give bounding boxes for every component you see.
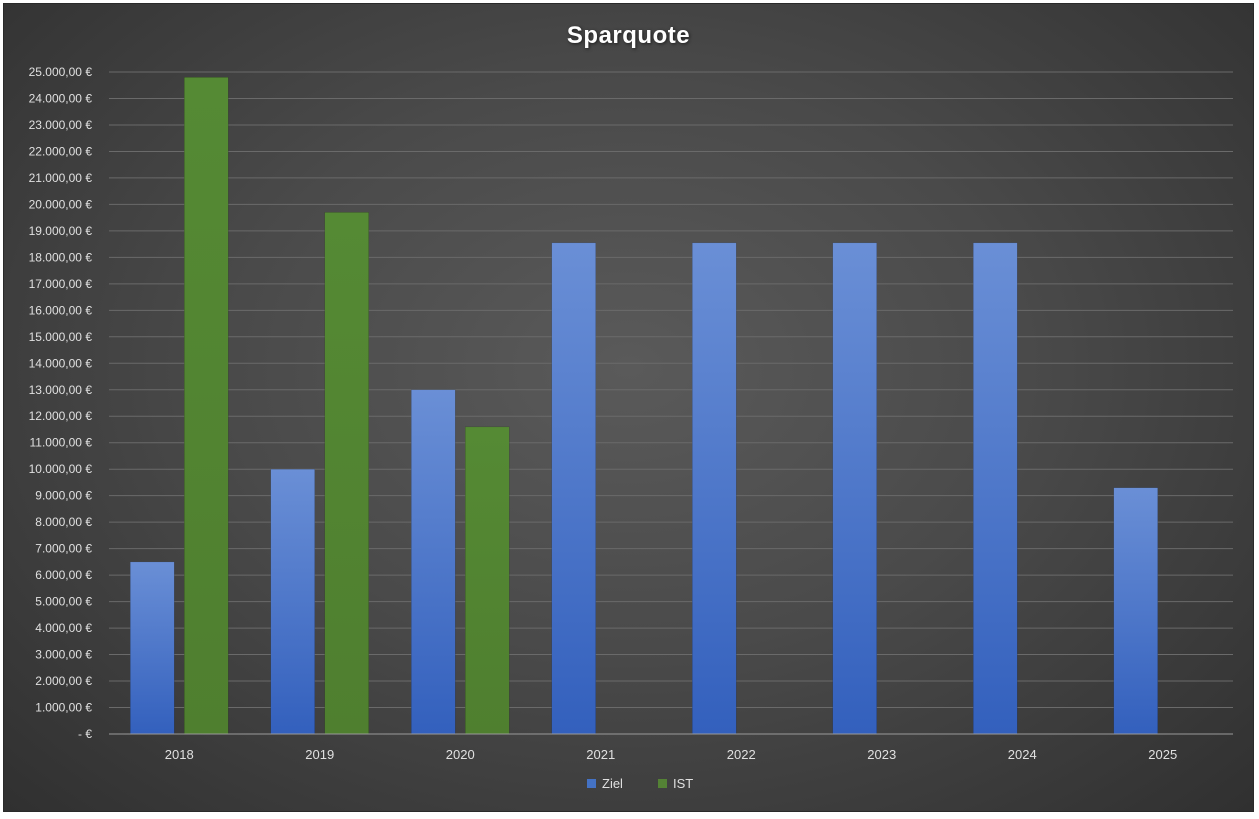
y-tick-label: 12.000,00 € — [29, 409, 93, 423]
legend-label-ist: IST — [673, 776, 693, 791]
y-tick-label: 7.000,00 € — [35, 542, 92, 556]
x-tick-label: 2024 — [1008, 747, 1037, 762]
y-tick-label: 1.000,00 € — [35, 701, 92, 715]
bar-ziel-2020 — [411, 389, 456, 735]
y-tick-label: 8.000,00 € — [35, 515, 92, 529]
chart-plot: - € 1.000,00 € 2.000,00 € 3.000,00 € 4.000,0… — [29, 65, 1233, 791]
y-tick-label: 23.000,00 € — [29, 118, 93, 132]
bar-ziel-2022 — [692, 242, 737, 735]
bar-ziel-2018 — [130, 561, 175, 735]
y-tick-label: - € — [78, 727, 92, 741]
legend-label-ziel: Ziel — [602, 776, 623, 791]
chart-title: Sparquote — [566, 22, 691, 49]
y-tick-label: 5.000,00 € — [35, 595, 92, 609]
y-tick-label: 16.000,00 € — [29, 303, 93, 317]
y-tick-label: 10.000,00 € — [29, 462, 93, 476]
x-tick-label: 2023 — [867, 747, 896, 762]
y-tick-label: 13.000,00 € — [29, 383, 93, 397]
x-tick-label: 2021 — [586, 747, 615, 762]
y-tick-label: 18.000,00 € — [29, 250, 93, 264]
y-tick-label: 9.000,00 € — [35, 489, 92, 503]
bar-ist-2019 — [324, 212, 369, 735]
chart-frame: Sparquote - € 1.000,00 € 2.000,00 € 3.000,0… — [3, 3, 1254, 812]
axes: - € 1.000,00 € 2.000,00 € 3.000,00 € 4.000,0… — [29, 65, 1233, 762]
y-tick-label: 4.000,00 € — [35, 621, 92, 635]
y-tick-label: 11.000,00 € — [29, 436, 92, 450]
y-tick-label: 24.000,00 € — [29, 91, 93, 105]
legend: Ziel IST — [587, 776, 693, 791]
bar-ziel-2021 — [551, 242, 596, 735]
x-tick-label: 2018 — [165, 747, 194, 762]
bar-ziel-2019 — [270, 468, 315, 735]
y-tick-label: 14.000,00 € — [29, 356, 93, 370]
bar-ist-2020 — [465, 426, 510, 735]
legend-swatch-ziel — [587, 779, 596, 788]
y-tick-label: 15.000,00 € — [29, 330, 93, 344]
bar-ziel-2025 — [1113, 487, 1158, 735]
bar-ist-2018 — [184, 77, 229, 735]
y-tick-label: 20.000,00 € — [29, 197, 93, 211]
x-tick-label: 2022 — [727, 747, 756, 762]
bar-ziel-2023 — [832, 242, 877, 735]
y-tick-label: 19.000,00 € — [29, 224, 93, 238]
y-tick-label: 17.000,00 € — [29, 277, 93, 291]
x-tick-label: 2019 — [305, 747, 334, 762]
x-tick-label: 2020 — [446, 747, 475, 762]
x-tick-label: 2025 — [1148, 747, 1177, 762]
y-tick-label: 3.000,00 € — [35, 648, 92, 662]
y-tick-label: 22.000,00 € — [29, 144, 93, 158]
y-tick-label: 21.000,00 € — [29, 171, 93, 185]
bars — [130, 77, 1158, 735]
y-tick-label: 6.000,00 € — [35, 568, 92, 582]
legend-swatch-ist — [658, 779, 667, 788]
y-tick-label: 2.000,00 € — [35, 674, 92, 688]
y-tick-label: 25.000,00 € — [29, 65, 93, 79]
bar-ziel-2024 — [973, 242, 1018, 735]
